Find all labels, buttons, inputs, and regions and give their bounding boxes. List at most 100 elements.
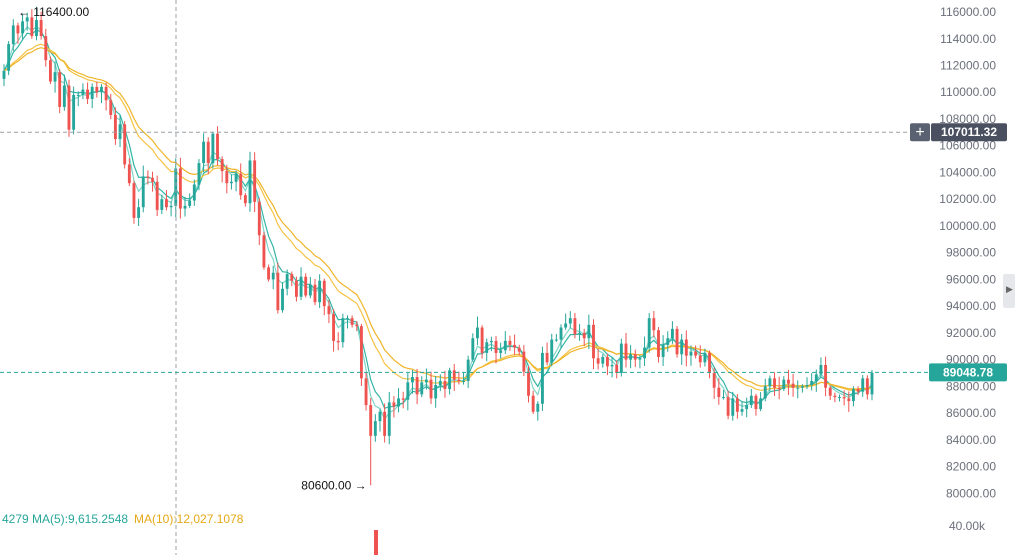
candle-down [123, 124, 127, 165]
candle-up [759, 398, 763, 410]
candle-down [262, 235, 266, 268]
ma-line [3, 43, 873, 391]
candle-up [722, 397, 725, 399]
candle-up [183, 205, 187, 209]
candle-up [299, 276, 303, 297]
candle-down [698, 355, 702, 363]
candle-down [582, 332, 586, 339]
candle-down [513, 344, 517, 348]
candle-down [531, 395, 535, 412]
candle-down [605, 356, 609, 367]
candle-down [856, 389, 860, 392]
candle-down [633, 354, 637, 360]
candle-down [527, 371, 530, 396]
y-tick-label: 88000.00 [946, 379, 996, 393]
candle-down [517, 347, 521, 352]
candle-up [643, 347, 646, 359]
candle-down [322, 280, 326, 307]
candle-down [735, 398, 739, 412]
price-scale-handle[interactable]: ▶ [1003, 274, 1015, 308]
candle-up [21, 21, 25, 34]
candle-up [638, 358, 642, 360]
candle-up [550, 339, 554, 363]
candle-up [230, 181, 233, 184]
candle-down [777, 387, 781, 390]
candle-down [415, 377, 419, 395]
candle-down [109, 100, 113, 115]
candle-down [95, 86, 99, 93]
candle-down [16, 25, 20, 34]
candle-down [480, 327, 484, 353]
candle-up [485, 342, 489, 353]
candle-up [202, 141, 206, 164]
ma-line [3, 47, 873, 390]
candle-down [332, 314, 336, 341]
y-tick-label: 102000.00 [939, 192, 996, 206]
candle-up [387, 402, 391, 436]
candle-up [870, 372, 874, 395]
candle-down [267, 267, 271, 280]
y-tick-label: 84000.00 [946, 433, 996, 447]
candle-down [132, 183, 136, 218]
candle-up [540, 352, 544, 404]
y-tick-label: 116000.00 [940, 5, 996, 19]
candle-up [118, 124, 122, 140]
candle-up [406, 382, 410, 400]
candle-down [350, 318, 354, 325]
candle-up [25, 17, 29, 22]
candle-down [30, 17, 34, 37]
low-price-label: 80600.00 → [301, 478, 366, 492]
add-order-button[interactable] [910, 123, 930, 142]
candle-up [731, 398, 735, 416]
candle-up [81, 89, 85, 95]
y-tick-label: 92000.00 [946, 326, 996, 340]
candle-up [564, 323, 568, 328]
y-tick-label: 110000.00 [940, 85, 996, 99]
candle-up [601, 356, 605, 364]
candle-down [239, 173, 243, 196]
candle-up [378, 411, 382, 422]
candle-down [58, 72, 62, 107]
y-tick-label: 90000.00 [946, 353, 996, 367]
candle-down [364, 378, 368, 406]
candle-down [67, 85, 71, 130]
candle-down [522, 351, 526, 372]
candle-up [346, 318, 349, 320]
candle-up [341, 318, 345, 343]
volume-axis-label: 40.00k [949, 519, 986, 533]
candle-up [424, 379, 428, 383]
y-tick-label: 114000.00 [940, 32, 996, 46]
volume-value-label: 4279 [2, 512, 29, 526]
candle-up [749, 395, 753, 406]
candle-down [383, 411, 387, 436]
candle-down [694, 351, 698, 356]
candle-down [573, 318, 577, 335]
candle-down [452, 370, 456, 380]
y-tick-label: 86000.00 [946, 406, 996, 420]
candle-up [420, 382, 424, 395]
candle-down [545, 352, 549, 363]
ma10-label: MA(10):12,027.1078 [134, 512, 244, 526]
candle-down [165, 199, 168, 208]
y-tick-label: 104000.00 [939, 165, 996, 179]
candle-down [253, 160, 257, 202]
candle-up [782, 379, 786, 390]
candle-up [308, 284, 312, 296]
candle-up [188, 200, 192, 206]
y-tick-label: 94000.00 [946, 299, 996, 313]
candle-down [220, 159, 224, 172]
candle-up [740, 409, 744, 412]
candle-up [141, 176, 145, 208]
candle-down [754, 395, 758, 410]
crosshair-price-tag [931, 123, 1007, 142]
candle-down [243, 195, 247, 204]
price-axis: 80000.00 82000.00 84000.00 86000.00 88000.00… [939, 5, 996, 500]
candle-up [160, 199, 164, 210]
candle-up [397, 398, 400, 407]
candle-down [146, 176, 150, 178]
candle-up [285, 274, 289, 289]
candle-up [763, 386, 767, 399]
candle-down [113, 114, 117, 140]
